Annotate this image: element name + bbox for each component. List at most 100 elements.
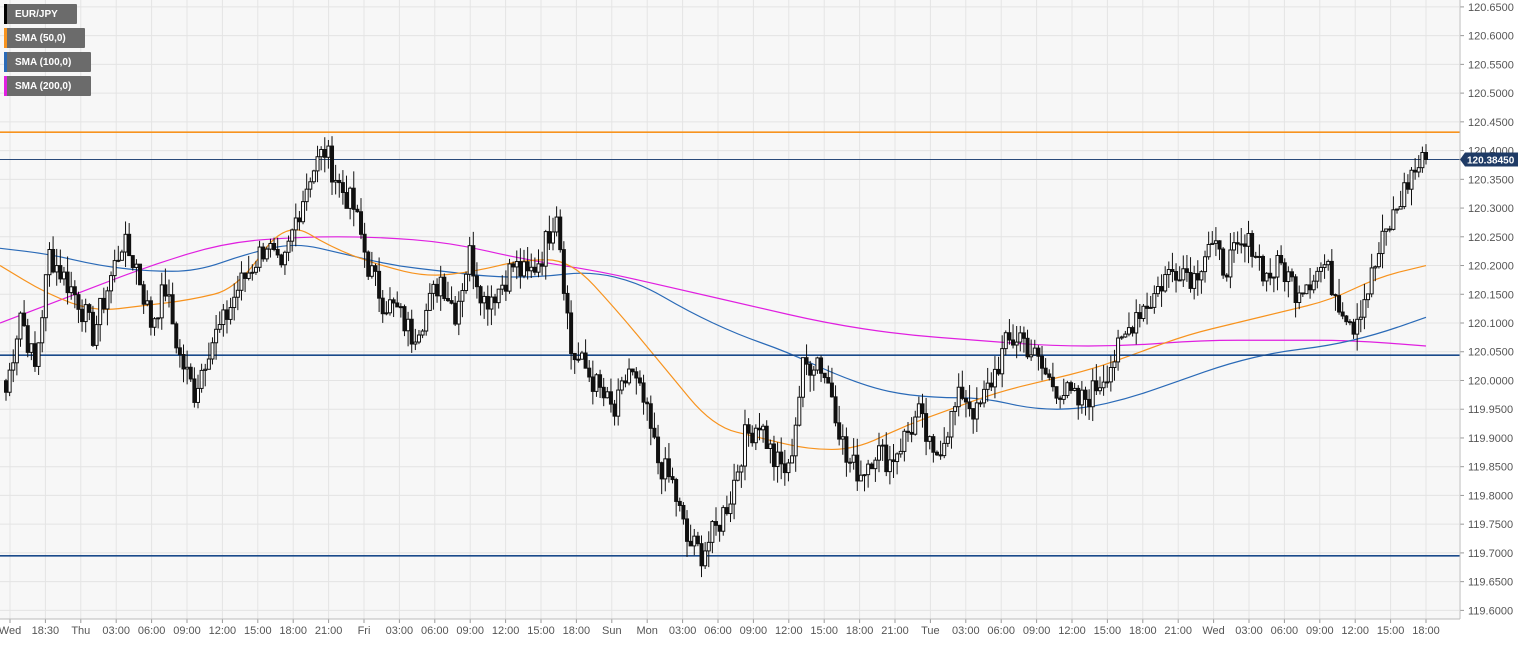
candle	[344, 175, 349, 209]
candle-body-up	[753, 427, 758, 444]
candle	[18, 311, 23, 347]
candle	[525, 247, 530, 280]
x-tick-label: 15:00	[1377, 625, 1405, 637]
candle-body-up	[1003, 332, 1008, 350]
candle-body-down	[565, 292, 570, 314]
legend-item-eurjpy[interactable]: EUR/JPY	[4, 4, 77, 24]
candle-body-up	[1203, 256, 1208, 273]
candle	[1036, 345, 1041, 371]
candle-body-down	[478, 286, 483, 304]
candle-body-down	[1054, 386, 1059, 399]
candle	[1047, 369, 1052, 381]
candle	[387, 287, 392, 316]
candle-body-up	[706, 541, 711, 552]
candle-body-up	[992, 368, 997, 388]
candle-body-up	[246, 272, 251, 279]
candle-body-up	[507, 263, 512, 292]
candle-body-down	[1050, 376, 1055, 388]
candle-body-down	[971, 408, 976, 420]
candle	[366, 250, 371, 280]
candle	[717, 524, 722, 542]
candle	[1195, 260, 1200, 296]
candle	[735, 464, 740, 482]
candle-body-down	[681, 504, 686, 520]
candle	[1108, 355, 1113, 392]
candle	[51, 236, 56, 274]
candle	[1369, 253, 1374, 298]
candle	[1279, 245, 1284, 266]
candle	[587, 360, 592, 383]
candle	[159, 272, 164, 330]
candle-body-up	[1192, 273, 1197, 289]
candle	[764, 420, 769, 450]
candle-body-down	[1217, 240, 1222, 250]
candle	[43, 274, 48, 332]
candle-body-down	[1174, 271, 1179, 281]
candle	[1286, 266, 1291, 298]
candle-body-up	[1029, 354, 1034, 358]
candle-body-up	[420, 330, 425, 336]
candle	[326, 139, 331, 169]
candle	[1380, 214, 1385, 269]
candle-body-down	[960, 386, 965, 399]
candle	[232, 283, 237, 321]
candle-body-up	[1112, 361, 1117, 368]
candle	[80, 299, 85, 332]
horizontal-levels	[0, 131, 1460, 557]
candle	[1116, 329, 1121, 371]
candle-body-down	[656, 436, 661, 464]
candle-body-up	[210, 342, 215, 360]
candle-body-up	[790, 455, 795, 464]
candle	[1257, 244, 1262, 271]
candle	[1134, 299, 1139, 345]
y-tick-label: 120.0500	[1468, 347, 1514, 359]
candle-body-up	[1163, 274, 1168, 292]
candle	[522, 249, 527, 279]
candle	[1337, 278, 1342, 315]
candle	[1072, 382, 1077, 392]
candle-body-up	[594, 374, 599, 392]
candle-body-down	[771, 443, 776, 468]
legend-item-sma50[interactable]: SMA (50,0)	[4, 28, 85, 48]
candle	[1416, 155, 1421, 178]
candle	[1141, 303, 1146, 322]
candle	[224, 300, 229, 334]
candle	[54, 248, 59, 286]
candle-body-up	[1199, 271, 1204, 281]
candle	[1351, 318, 1356, 339]
sma-100-line	[0, 244, 1427, 410]
candle-body-down	[503, 284, 508, 292]
candle-body-down	[641, 382, 646, 403]
candle-body-down	[474, 275, 479, 288]
candle-body-down	[65, 271, 70, 294]
candle-body-down	[1250, 233, 1255, 257]
legend-item-sma200[interactable]: SMA (200,0)	[4, 76, 91, 96]
candle-body-up	[1318, 266, 1323, 272]
candle-body-up	[887, 459, 892, 473]
candle-body-up	[1311, 280, 1316, 291]
candle	[1311, 274, 1316, 294]
x-tick-label: 18:00	[846, 625, 874, 637]
legend-item-sma100[interactable]: SMA (100,0)	[4, 52, 91, 72]
candle-body-down	[90, 311, 95, 346]
candle	[253, 260, 258, 275]
candle	[413, 328, 418, 351]
y-tick-label: 120.6500	[1468, 2, 1514, 14]
candle	[36, 342, 41, 375]
candle	[275, 237, 280, 258]
candle-body-down	[279, 254, 284, 266]
candle-body-up	[862, 474, 867, 477]
candle	[1235, 231, 1240, 254]
candle-body-down	[674, 479, 679, 502]
candle	[753, 424, 758, 451]
candle-body-up	[1358, 316, 1363, 320]
candle	[1094, 364, 1099, 395]
candle-body-up	[1134, 312, 1139, 334]
candle-body-down	[1413, 169, 1418, 173]
candle	[496, 288, 501, 309]
candle	[1213, 227, 1218, 257]
candle	[1029, 339, 1034, 361]
candle	[1069, 380, 1073, 394]
candle-body-down	[757, 427, 762, 431]
